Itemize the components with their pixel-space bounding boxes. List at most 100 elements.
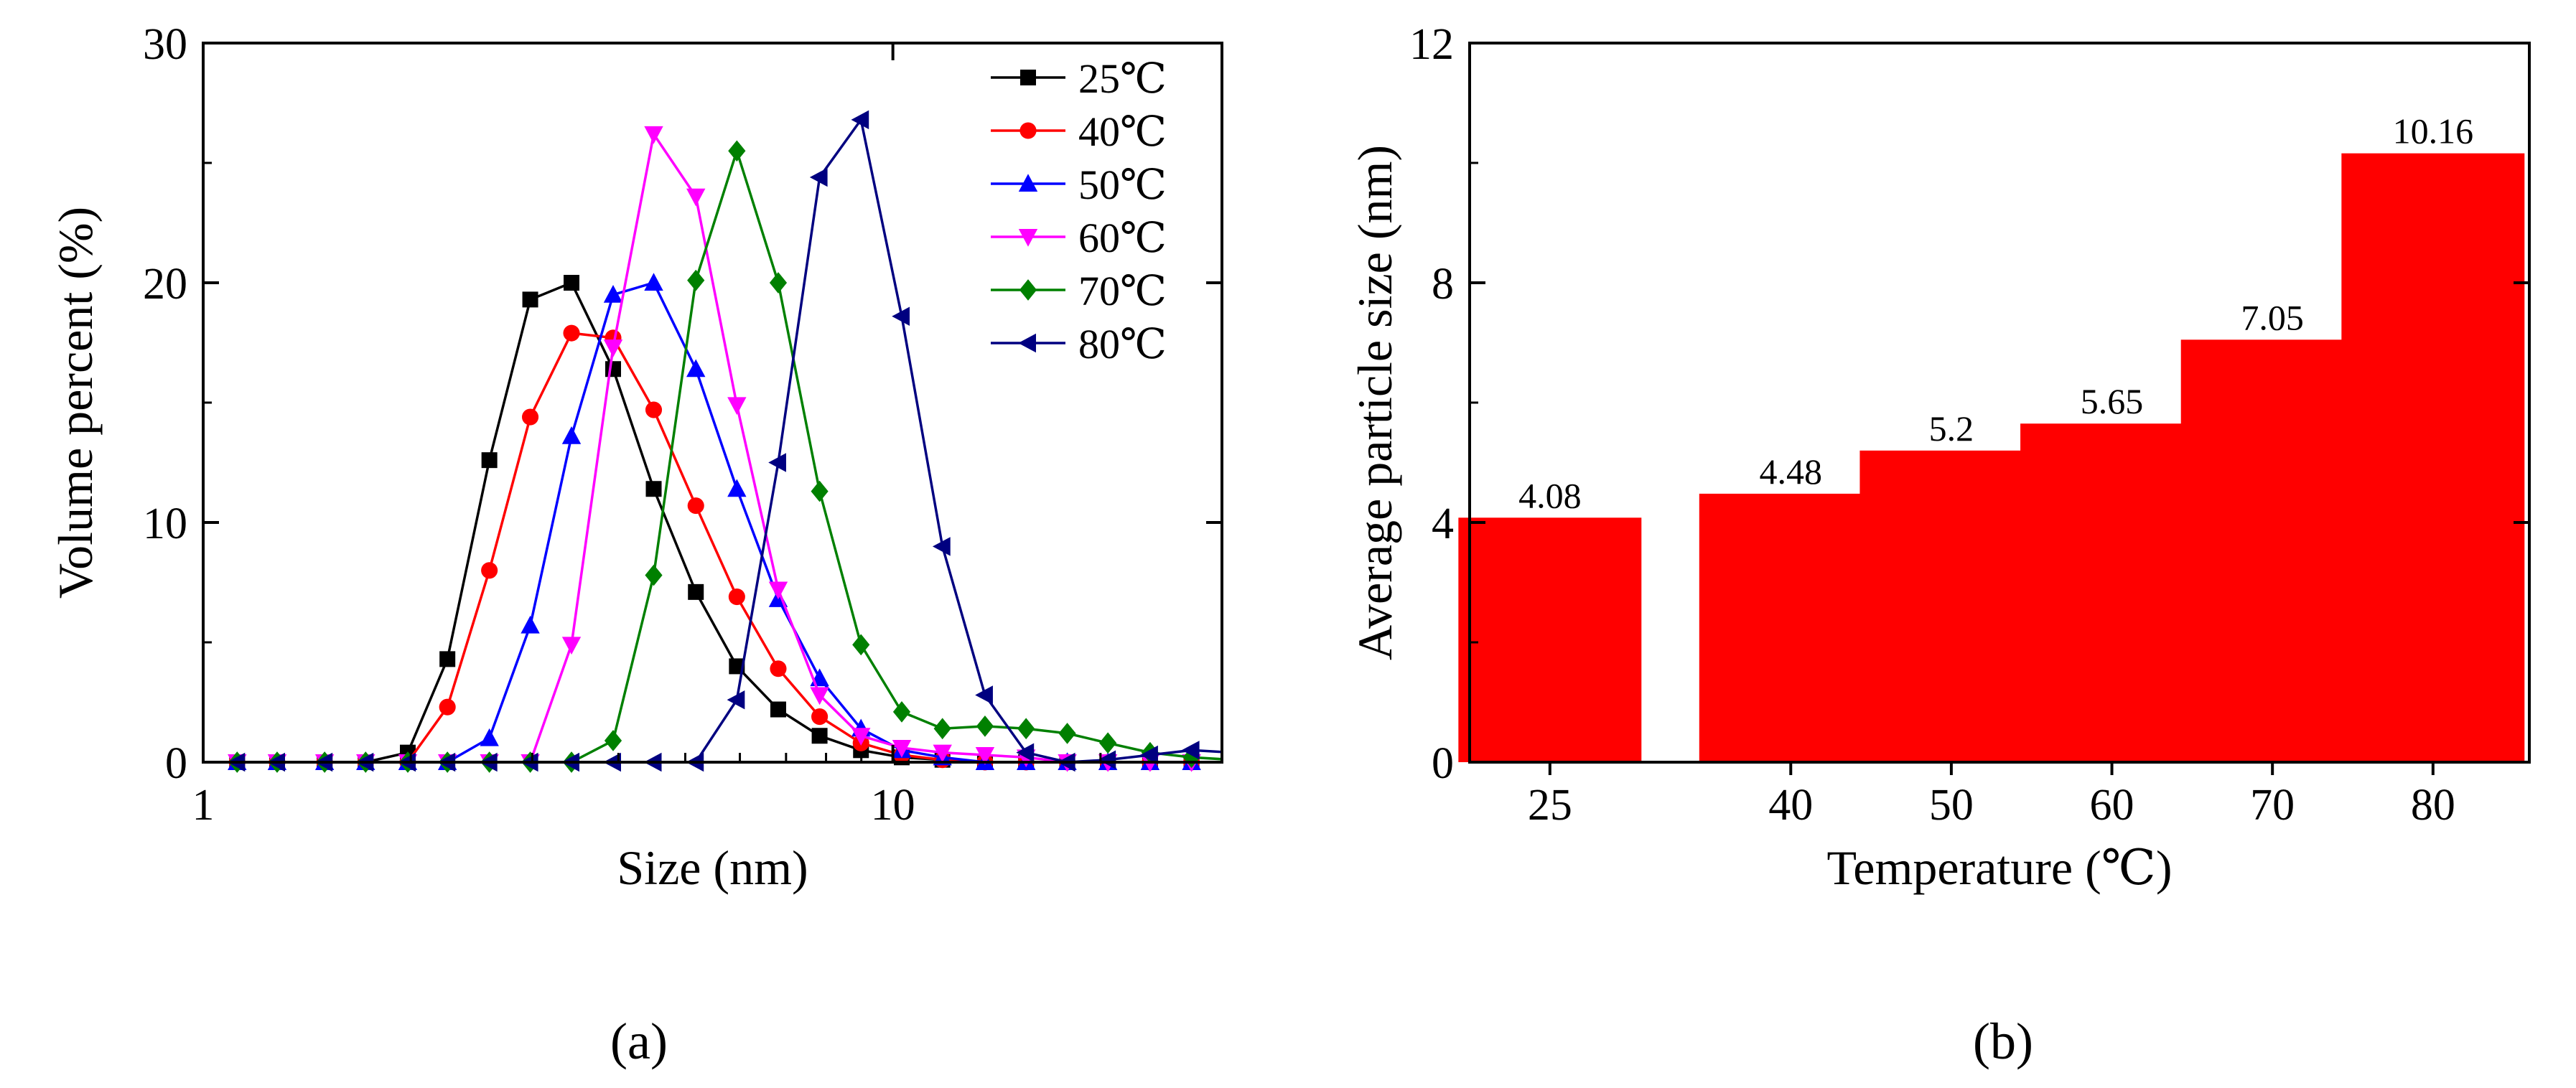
data-point bbox=[975, 685, 993, 705]
data-point bbox=[521, 615, 540, 634]
bar-value-label: 4.48 bbox=[1760, 451, 1823, 492]
y-tick-label: 8 bbox=[1432, 260, 1454, 309]
data-point bbox=[481, 452, 498, 469]
x-tick-label: 10 bbox=[871, 781, 915, 830]
data-point bbox=[645, 564, 663, 586]
y-tick-label: 12 bbox=[1409, 20, 1454, 69]
data-point bbox=[564, 275, 580, 291]
data-point bbox=[1058, 723, 1076, 744]
legend-label: 80℃ bbox=[1078, 321, 1167, 367]
bar bbox=[1458, 517, 1642, 762]
data-point bbox=[686, 188, 706, 207]
bar bbox=[1699, 493, 1882, 762]
data-point bbox=[604, 730, 622, 751]
data-point bbox=[1099, 732, 1117, 754]
data-point bbox=[769, 272, 788, 294]
legend-item: 50℃ bbox=[991, 161, 1167, 208]
data-point bbox=[1223, 752, 1242, 770]
data-point bbox=[645, 481, 662, 497]
legend-marker bbox=[1020, 70, 1036, 85]
legend-label: 60℃ bbox=[1078, 215, 1167, 261]
legend-marker bbox=[1019, 279, 1037, 301]
y-axis-label: Average particle size (nm) bbox=[1348, 145, 1402, 660]
data-point bbox=[975, 746, 995, 765]
data-point bbox=[976, 716, 994, 737]
x-tick-label: 50 bbox=[1929, 781, 1974, 830]
bar bbox=[1859, 450, 2043, 762]
data-point bbox=[481, 562, 498, 579]
x-axis-ticks: 25 40 50 60 70 80 bbox=[1528, 762, 2455, 830]
legend-marker bbox=[1018, 333, 1036, 353]
data-point bbox=[768, 581, 788, 600]
bar bbox=[2020, 423, 2204, 762]
data-point bbox=[892, 739, 912, 758]
legend-marker bbox=[1018, 229, 1038, 247]
data-point bbox=[1223, 754, 1242, 772]
legend-item: 40℃ bbox=[991, 108, 1167, 155]
x-tick-label: 1 bbox=[192, 781, 215, 830]
data-point bbox=[1223, 743, 1241, 761]
data-point bbox=[770, 701, 786, 718]
data-point bbox=[1224, 754, 1241, 770]
bar-value-label: 10.16 bbox=[2393, 111, 2474, 151]
plot-frame bbox=[202, 42, 1223, 764]
data-point bbox=[892, 306, 910, 326]
x-tick-label: 60 bbox=[2090, 781, 2134, 830]
data-point bbox=[1225, 754, 1241, 770]
data-point bbox=[728, 588, 745, 606]
legend-label: 40℃ bbox=[1078, 108, 1167, 155]
data-point bbox=[770, 660, 787, 677]
data-point bbox=[480, 728, 499, 746]
data-point bbox=[851, 110, 869, 130]
data-point bbox=[1098, 750, 1116, 769]
x-tick-label: 25 bbox=[1528, 781, 1572, 830]
data-point bbox=[439, 651, 456, 667]
data-point bbox=[603, 339, 623, 357]
bar-value-label: 5.2 bbox=[1929, 408, 1974, 449]
data-point bbox=[727, 690, 745, 710]
legend-item: 25℃ bbox=[991, 55, 1167, 102]
data-point bbox=[644, 273, 663, 291]
bar bbox=[2341, 153, 2525, 762]
data-point bbox=[933, 744, 952, 763]
data-point bbox=[810, 687, 829, 705]
size-distribution-chart: 0 10 20 30 1 10 Size (nm) Volume percent (%)… bbox=[48, 20, 1242, 895]
y-tick-label: 4 bbox=[1432, 500, 1454, 548]
legend-item: 80℃ bbox=[991, 321, 1167, 367]
particle-size-bar-chart: 4.08 4.48 5.2 5.65 7.05 10.16 0 4 8 12 25 40 50 60 7… bbox=[1348, 20, 2531, 895]
bar bbox=[2180, 339, 2364, 762]
x-tick-label: 80 bbox=[2411, 781, 2455, 830]
data-point bbox=[645, 401, 663, 418]
data-point bbox=[768, 453, 786, 472]
data-point bbox=[933, 718, 951, 740]
y-axis-ticks: 0 4 8 12 bbox=[1409, 20, 2529, 788]
bars-group: 4.08 4.48 5.2 5.65 7.05 10.16 bbox=[1458, 111, 2525, 762]
y-tick-label: 0 bbox=[1432, 739, 1454, 788]
panel-label-a: (a) bbox=[610, 1013, 668, 1070]
legend-marker bbox=[1018, 174, 1038, 192]
data-point bbox=[439, 698, 456, 716]
data-point bbox=[522, 291, 538, 308]
data-point bbox=[932, 537, 951, 556]
x-axis-label: Temperature (℃) bbox=[1827, 840, 2173, 895]
y-tick-label: 0 bbox=[165, 739, 187, 788]
legend-marker bbox=[1019, 122, 1037, 139]
data-point bbox=[688, 583, 704, 600]
data-point bbox=[728, 140, 746, 162]
data-point bbox=[686, 359, 706, 377]
y-axis-ticks: 0 10 20 30 bbox=[143, 20, 1222, 788]
legend-item: 70℃ bbox=[991, 268, 1167, 314]
data-point bbox=[851, 728, 871, 746]
y-tick-label: 10 bbox=[143, 500, 187, 548]
legend: 25℃ 40℃ 50℃ 60℃ 70℃ 80℃ bbox=[991, 55, 1167, 367]
data-point bbox=[811, 480, 829, 502]
data-point bbox=[1181, 741, 1200, 760]
series-group bbox=[227, 110, 1242, 773]
data-point bbox=[605, 361, 622, 377]
data-point bbox=[687, 269, 705, 291]
y-tick-label: 30 bbox=[143, 20, 187, 69]
data-point bbox=[811, 728, 828, 744]
y-tick-label: 20 bbox=[143, 260, 187, 309]
